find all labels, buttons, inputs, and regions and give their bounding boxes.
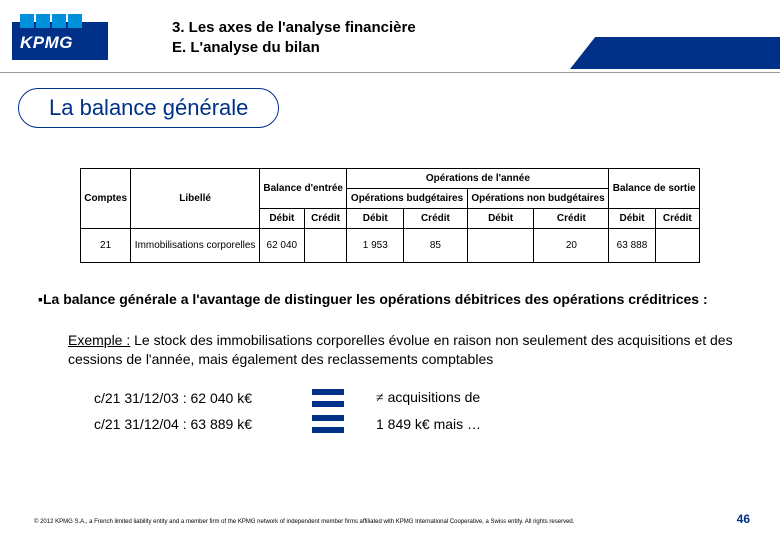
cell-entree-debit: 62 040 xyxy=(259,229,304,263)
title-line-1: 3. Les axes de l'analyse financière xyxy=(172,18,416,38)
cell-libelle: Immobilisations corporelles xyxy=(131,229,260,263)
th-libelle: Libellé xyxy=(131,169,260,229)
th-ops-budg: Opérations budgétaires xyxy=(347,189,467,209)
body-text: ▪La balance générale a l'avantage de dis… xyxy=(38,290,750,441)
th-credit: Crédit xyxy=(304,209,347,229)
subtitle-pill: La balance générale xyxy=(18,88,279,128)
copyright-text: © 2012 KPMG S.A., a French limited liabi… xyxy=(34,519,574,526)
cell-sortie-debit: 63 888 xyxy=(609,229,655,263)
example-body: Le stock des immobilisations corporelles… xyxy=(68,332,733,367)
balance-table: Comptes Libellé Balance d'entrée Opérati… xyxy=(80,168,700,263)
th-credit: Crédit xyxy=(534,209,609,229)
slide-header: KPMG 3. Les axes de l'analyse financière… xyxy=(0,0,780,68)
example-label: Exemple : xyxy=(68,332,130,348)
cell-compte: 21 xyxy=(81,229,131,263)
cell-entree-credit xyxy=(304,229,347,263)
comparison-row: c/21 31/12/03 : 62 040 k€ ≠ acquisitions… xyxy=(94,389,750,407)
title-line-2: E. L'analyse du bilan xyxy=(172,38,416,58)
table-row: 21 Immobilisations corporelles 62 040 1 … xyxy=(81,229,700,263)
title-block: 3. Les axes de l'analyse financière E. L… xyxy=(172,18,416,57)
arrow-icon xyxy=(312,415,358,433)
cell-budg-debit: 1 953 xyxy=(347,229,404,263)
bullet-text: ▪La balance générale a l'avantage de dis… xyxy=(38,290,750,309)
comparison-row: c/21 31/12/04 : 63 889 k€ 1 849 k€ mais … xyxy=(94,415,750,433)
cell-sortie-credit xyxy=(655,229,699,263)
th-debit: Débit xyxy=(259,209,304,229)
th-comptes: Comptes xyxy=(81,169,131,229)
header-rule xyxy=(0,72,780,73)
cell-nonbudg-credit: 20 xyxy=(534,229,609,263)
slide-footer: © 2012 KPMG S.A., a French limited liabi… xyxy=(34,512,750,526)
comp-left-2: c/21 31/12/04 : 63 889 k€ xyxy=(94,416,294,432)
th-credit: Crédit xyxy=(404,209,468,229)
logo-text: KPMG xyxy=(20,33,73,53)
th-debit: Débit xyxy=(347,209,404,229)
arrow-icon xyxy=(312,389,358,407)
comp-right-1: ≠ acquisitions de xyxy=(376,389,480,407)
comparison-block: c/21 31/12/03 : 62 040 k€ ≠ acquisitions… xyxy=(94,389,750,433)
th-entree: Balance d'entrée xyxy=(259,169,346,209)
th-debit: Débit xyxy=(609,209,655,229)
comp-right-2: 1 849 k€ mais … xyxy=(376,416,481,432)
th-sortie: Balance de sortie xyxy=(609,169,700,209)
example-text: Exemple : Le stock des immobilisations c… xyxy=(68,331,750,369)
th-credit: Crédit xyxy=(655,209,699,229)
subtitle-text: La balance générale xyxy=(49,95,248,121)
page-number: 46 xyxy=(737,512,750,526)
th-ops-nonbudg: Opérations non budgétaires xyxy=(467,189,609,209)
cell-budg-credit: 85 xyxy=(404,229,468,263)
comp-left-1: c/21 31/12/03 : 62 040 k€ xyxy=(94,390,294,406)
cell-nonbudg-debit xyxy=(467,229,534,263)
header-shape xyxy=(570,37,780,69)
th-debit: Débit xyxy=(467,209,534,229)
th-ops: Opérations de l'année xyxy=(347,169,609,189)
kpmg-logo: KPMG xyxy=(12,22,108,60)
